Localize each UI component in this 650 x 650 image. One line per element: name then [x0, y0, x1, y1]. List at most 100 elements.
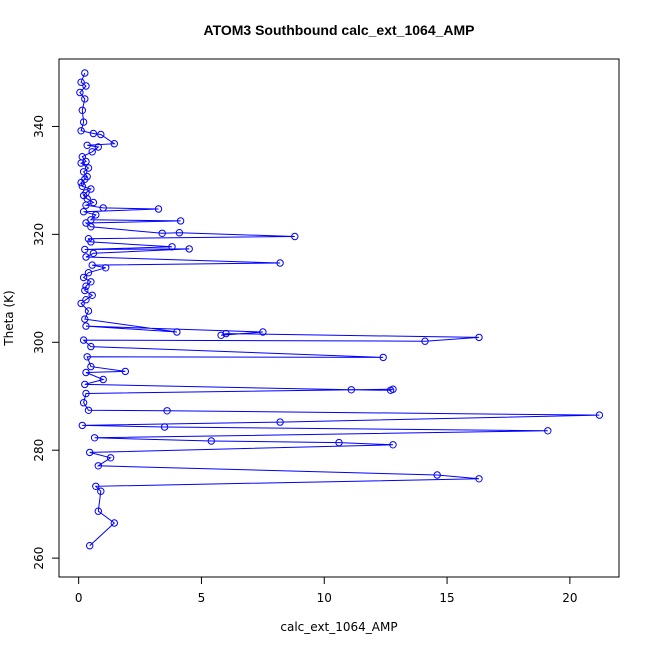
data-point	[121, 367, 130, 376]
data-point	[76, 88, 84, 97]
x-axis-label: calc_ext_1064_AMP	[280, 620, 397, 634]
data-point	[77, 178, 85, 187]
data-point	[81, 315, 89, 323]
data-point	[97, 130, 105, 139]
data-point	[158, 229, 166, 238]
data-series	[76, 69, 604, 550]
data-point	[81, 95, 89, 103]
data-point	[389, 385, 397, 393]
data-point	[475, 475, 483, 483]
data-point	[82, 389, 90, 398]
data-point	[77, 78, 85, 86]
data-point	[389, 441, 397, 449]
data-point	[379, 353, 387, 362]
data-point	[87, 223, 95, 231]
data-point	[79, 118, 88, 126]
data-point	[86, 542, 94, 550]
data-point	[84, 307, 93, 315]
data-point	[81, 245, 89, 254]
chart-title: ATOM3 Southbound calc_ext_1064_AMP	[204, 22, 475, 38]
data-point	[110, 519, 119, 527]
data-point	[82, 296, 90, 304]
data-point	[175, 229, 184, 237]
data-point	[475, 333, 483, 342]
data-point	[99, 375, 107, 384]
data-point	[82, 282, 90, 290]
data-point	[87, 342, 95, 351]
data-point	[88, 261, 96, 269]
data-point	[87, 362, 95, 371]
data-point	[544, 427, 552, 435]
data-point	[84, 164, 93, 172]
data-point	[83, 141, 91, 150]
data-point	[185, 245, 193, 253]
data-point	[82, 157, 90, 166]
data-point	[94, 507, 103, 515]
data-point	[176, 217, 185, 225]
data-point	[106, 454, 115, 462]
data-point	[94, 462, 103, 470]
data-point	[82, 201, 90, 209]
data-point	[433, 471, 441, 479]
data-point	[347, 386, 355, 394]
y-tick-label: 300	[32, 331, 46, 354]
data-point	[160, 423, 169, 431]
y-tick-label: 280	[32, 439, 46, 462]
data-point	[421, 337, 429, 345]
x-tick-label: 0	[75, 591, 83, 605]
data-point	[99, 204, 107, 212]
y-tick-label: 260	[32, 547, 46, 570]
data-point	[92, 211, 100, 219]
data-point	[92, 482, 100, 490]
y-tick-label: 320	[32, 223, 46, 246]
data-point	[87, 278, 95, 286]
data-point	[173, 328, 181, 336]
y-tick-label: 340	[32, 115, 46, 138]
data-point	[222, 329, 230, 338]
data-point	[168, 243, 176, 251]
x-tick-label: 10	[317, 591, 332, 605]
x-tick-label: 20	[562, 591, 577, 605]
data-point	[82, 219, 90, 227]
data-point	[81, 380, 89, 389]
data-point	[97, 487, 105, 495]
data-point	[77, 299, 85, 308]
data-point	[163, 407, 171, 415]
data-point	[110, 140, 119, 148]
data-point	[87, 185, 95, 193]
data-point	[79, 208, 88, 216]
data-point	[102, 264, 110, 272]
data-point	[217, 331, 225, 339]
data-point	[78, 106, 87, 115]
data-point	[81, 69, 89, 77]
data-point	[79, 168, 88, 176]
data-point	[82, 253, 90, 261]
data-point	[291, 232, 299, 241]
x-tick-label: 5	[198, 591, 206, 605]
data-point	[259, 328, 267, 336]
data-point	[87, 238, 95, 246]
data-point	[79, 336, 88, 344]
data-point	[335, 438, 343, 447]
data-point	[207, 437, 216, 445]
data-point	[82, 82, 90, 90]
data-point	[89, 129, 98, 138]
data-point	[90, 434, 99, 442]
y-axis-label: Theta (K)	[2, 290, 16, 346]
data-point	[82, 322, 90, 330]
data-point	[88, 291, 96, 299]
data-point	[89, 249, 98, 258]
data-point	[84, 269, 93, 277]
data-point	[79, 399, 88, 407]
data-point	[595, 411, 604, 419]
data-point	[88, 148, 96, 156]
data-point	[84, 406, 93, 414]
data-point	[83, 353, 91, 361]
data-point	[276, 259, 284, 267]
data-point	[77, 127, 85, 135]
data-point	[78, 182, 87, 191]
y-axis: 260 280 300 320 340	[32, 115, 60, 570]
data-point	[276, 418, 284, 426]
data-point	[81, 286, 89, 295]
